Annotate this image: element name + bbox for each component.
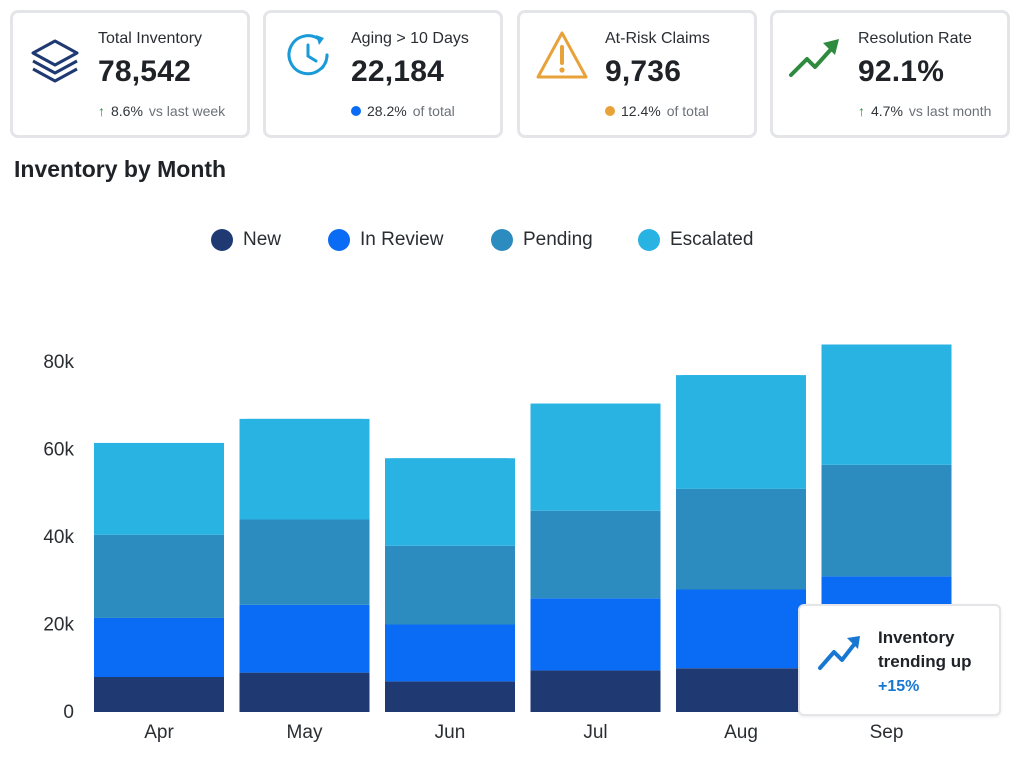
kpi-card-resolution-rate[interactable]: Resolution Rate 92.1% ↑ 4.7% vs last mon… xyxy=(770,10,1010,138)
x-tick-label: Apr xyxy=(144,722,174,743)
section-title: Inventory by Month xyxy=(14,156,227,182)
kpi-value: 92.1% xyxy=(858,55,945,88)
kpi-share: 12.4% of total xyxy=(605,103,709,119)
kpi-value: 78,542 xyxy=(98,55,191,88)
y-tick-label: 40k xyxy=(43,527,74,548)
delta-value: 4.7% xyxy=(871,103,903,119)
y-tick-label: 0 xyxy=(63,702,74,723)
share-suffix: of total xyxy=(666,103,709,119)
legend-item-new[interactable]: New xyxy=(211,229,281,251)
bar-segment-escalated xyxy=(239,418,370,520)
stacked-bar-chart: 0 20k 40k 60k 80k Apr May Jun Jul Aug Sep xyxy=(43,344,952,743)
bar-segment-pending xyxy=(239,519,370,605)
x-tick-label: Sep xyxy=(870,722,904,743)
bar-segment-escalated xyxy=(676,375,806,489)
legend-swatch xyxy=(491,229,513,251)
kpi-title: Total Inventory xyxy=(98,30,203,47)
status-dot xyxy=(605,106,615,116)
delta-suffix: vs last month xyxy=(908,103,992,119)
legend-label: Pending xyxy=(523,229,593,250)
bar-segment-new xyxy=(239,672,370,712)
x-tick-label: Jul xyxy=(583,722,607,743)
bar-top-cap xyxy=(530,403,661,414)
share-value: 28.2% xyxy=(367,103,407,119)
kpi-share: 28.2% of total xyxy=(351,103,455,119)
bar-segment-in-review xyxy=(676,589,806,669)
chart-legend: New In Review Pending Escalated xyxy=(0,229,1024,257)
bar-segment-new xyxy=(676,668,806,712)
bar-segment-pending xyxy=(821,464,952,577)
kpi-title: Resolution Rate xyxy=(858,30,972,47)
kpi-delta: ↑ 8.6% vs last week xyxy=(98,103,225,119)
kpi-value: 22,184 xyxy=(351,55,444,88)
bar-segment-escalated xyxy=(821,344,952,465)
kpi-card-at-risk[interactable]: At-Risk Claims 9,736 12.4% of total xyxy=(517,10,757,138)
kpi-row: Total Inventory 78,542 ↑ 8.6% vs last we… xyxy=(10,10,1010,138)
callout-title: Inventory trending up xyxy=(878,628,972,671)
trend-up-icon xyxy=(785,25,845,85)
bar-segment-escalated xyxy=(385,458,515,546)
trend-callout[interactable]: Inventory trending up +15% xyxy=(798,604,1001,716)
kpi-card-total-inventory[interactable]: Total Inventory 78,542 ↑ 8.6% vs last we… xyxy=(10,10,250,138)
y-tick-label: 20k xyxy=(43,615,74,636)
bar-segment-new xyxy=(94,677,224,712)
legend-swatch xyxy=(638,229,660,251)
y-tick-label: 80k xyxy=(43,352,74,373)
legend-item-pending[interactable]: Pending xyxy=(491,229,593,251)
delta-suffix: vs last week xyxy=(148,103,226,119)
legend-item-escalated[interactable]: Escalated xyxy=(638,229,753,251)
bar-top-cap xyxy=(821,344,952,355)
legend-label: In Review xyxy=(360,229,444,250)
kpi-value: 9,736 xyxy=(605,55,682,88)
share-value: 12.4% xyxy=(621,103,661,119)
callout-value: +15% xyxy=(878,678,920,695)
bar-segment-pending xyxy=(385,545,515,625)
bar-top-cap xyxy=(239,418,370,429)
legend-item-in-review[interactable]: In Review xyxy=(328,229,443,251)
x-tick-label: May xyxy=(287,722,323,743)
legend-label: New xyxy=(243,229,282,250)
x-tick-label: Aug xyxy=(724,722,758,743)
arrow-up-icon: ↑ xyxy=(98,103,105,119)
layers-icon xyxy=(25,25,85,85)
bar-segment-new xyxy=(530,670,661,712)
arrow-up-icon: ↑ xyxy=(858,103,865,119)
legend-swatch xyxy=(328,229,350,251)
bar-segment-in-review xyxy=(239,604,370,673)
trend-up-icon xyxy=(816,628,864,676)
status-dot xyxy=(351,106,361,116)
bar-segment-in-review xyxy=(385,624,515,682)
bar-segment-pending xyxy=(676,488,806,590)
legend-label: Escalated xyxy=(670,229,754,250)
bar-segment-in-review xyxy=(530,598,661,671)
bar-segment-escalated xyxy=(94,442,224,535)
x-tick-label: Jun xyxy=(435,722,466,743)
warning-icon xyxy=(532,25,592,85)
bar-segment-new xyxy=(385,681,515,712)
kpi-delta: ↑ 4.7% vs last month xyxy=(858,103,991,119)
kpi-title: At-Risk Claims xyxy=(605,30,710,47)
kpi-title: Aging > 10 Days xyxy=(351,30,469,47)
y-tick-label: 60k xyxy=(43,440,74,461)
share-suffix: of total xyxy=(412,103,455,119)
bar-segment-in-review xyxy=(94,617,224,677)
clock-refresh-icon xyxy=(278,25,338,85)
legend-swatch xyxy=(211,229,233,251)
bar-top-cap xyxy=(676,375,806,386)
bar-segment-pending xyxy=(94,534,224,618)
kpi-card-aging[interactable]: Aging > 10 Days 22,184 28.2% of total xyxy=(263,10,503,138)
bar-segment-pending xyxy=(530,510,661,599)
bar-top-cap xyxy=(385,458,515,469)
delta-value: 8.6% xyxy=(111,103,143,119)
bar-top-cap xyxy=(94,442,224,453)
bar-segment-escalated xyxy=(530,403,661,511)
